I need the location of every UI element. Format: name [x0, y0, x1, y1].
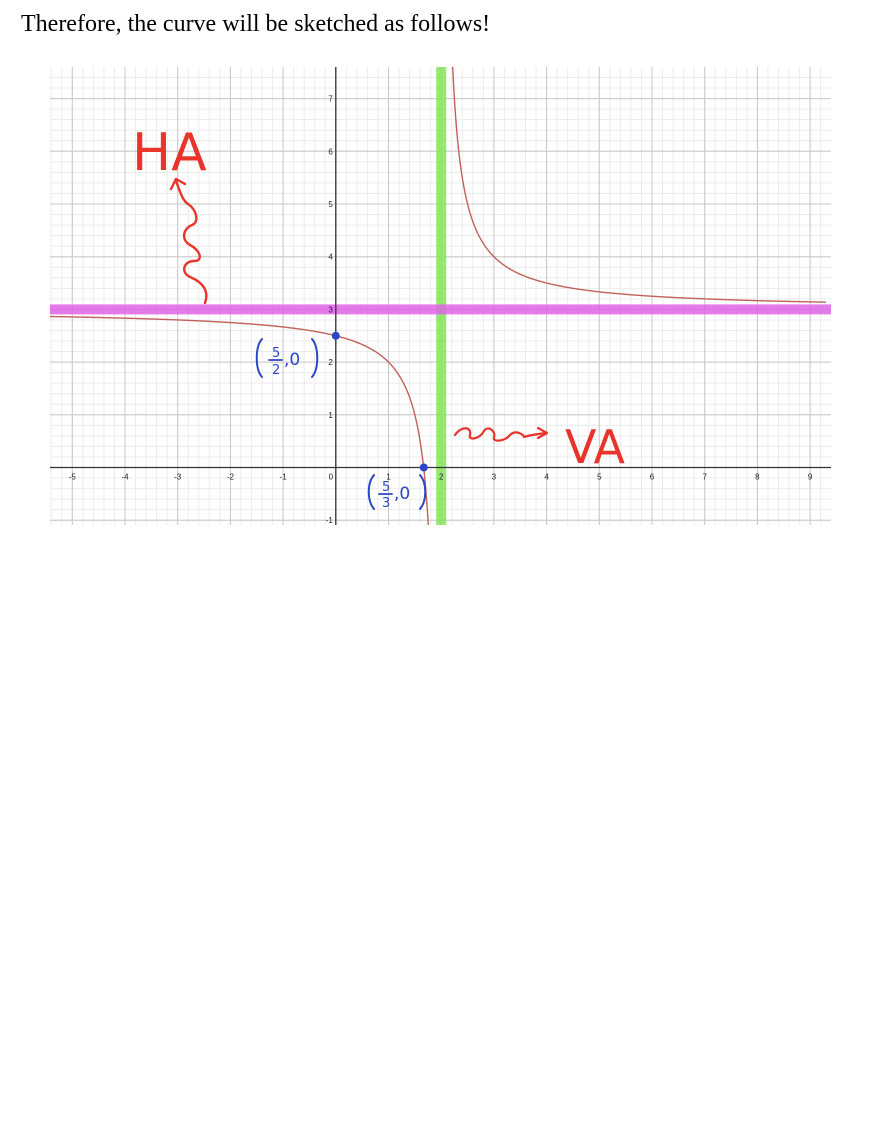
x-tick-label: -4: [121, 473, 129, 482]
y-intercept-frac-den: 2: [272, 363, 280, 378]
y-tick-label: 1: [328, 411, 333, 420]
y-tick-label: 2: [328, 358, 333, 367]
va-squiggle-arrow: [453, 427, 548, 442]
x-tick-label: 4: [544, 473, 549, 482]
x-tick-label: 9: [808, 473, 813, 482]
x-tick-label: 3: [492, 473, 497, 482]
y-tick-label: 7: [328, 95, 333, 104]
y-tick-label: -1: [326, 516, 334, 525]
curve-left-branch: [50, 315, 430, 525]
x-tick-label: 1: [386, 473, 391, 482]
va-label: VA: [565, 420, 626, 474]
x-tick-label: 2: [439, 473, 444, 482]
function-curves: [50, 67, 826, 525]
ha-arrowhead: [169, 177, 187, 191]
y-tick-label: 3: [328, 305, 333, 314]
y-tick-label: 6: [328, 147, 333, 156]
x-tick-label: 5: [597, 473, 602, 482]
y-tick-label: 4: [328, 253, 333, 262]
x-tick-label: 0: [329, 473, 334, 482]
x-tick-label: -5: [69, 473, 77, 482]
x-tick-label: 6: [650, 473, 655, 482]
x-intercept-point: [419, 463, 428, 472]
x-intercept-coord-rest: ,0: [394, 484, 410, 504]
y-intercept-frac-num: 5: [272, 346, 280, 361]
horizontal-asymptote-band: [50, 304, 831, 315]
x-intercept-frac-num: 5: [382, 480, 390, 495]
va-annotation: VA: [453, 420, 626, 474]
ha-label: HA: [132, 123, 207, 183]
va-arrowhead: [536, 426, 549, 440]
intercept-points: [331, 331, 428, 472]
curve-right-branch: [451, 67, 826, 303]
function-graph: -5 -4 -3 -2 -1 0 1 2 3 4 5 6 7 8 9 -1 1 2 3 4 5 6 7 HA VA 5 2…: [50, 67, 831, 525]
x-tick-label: 8: [755, 473, 760, 482]
y-intercept-point: [331, 331, 340, 340]
x-intercept-label: 5 3 ,0: [367, 474, 427, 511]
y-intercept-label: 5 2 ,0: [255, 338, 319, 378]
x-tick-labels: -5 -4 -3 -2 -1 0 1 2 3 4 5 6 7 8 9: [69, 473, 813, 482]
x-tick-label: -1: [280, 473, 288, 482]
x-intercept-frac-den: 3: [382, 496, 390, 511]
vertical-asymptote-band: [436, 67, 447, 525]
x-tick-label: -2: [227, 473, 235, 482]
y-intercept-coord-rest: ,0: [284, 350, 300, 370]
page-heading: Therefore, the curve will be sketched as…: [21, 11, 491, 37]
x-tick-label: 7: [702, 473, 707, 482]
x-tick-label: -3: [174, 473, 182, 482]
ha-annotation: HA: [132, 123, 208, 305]
ha-squiggle-arrow: [174, 179, 208, 305]
y-tick-labels: -1 1 2 3 4 5 6 7: [326, 95, 334, 525]
y-tick-label: 5: [328, 200, 333, 209]
